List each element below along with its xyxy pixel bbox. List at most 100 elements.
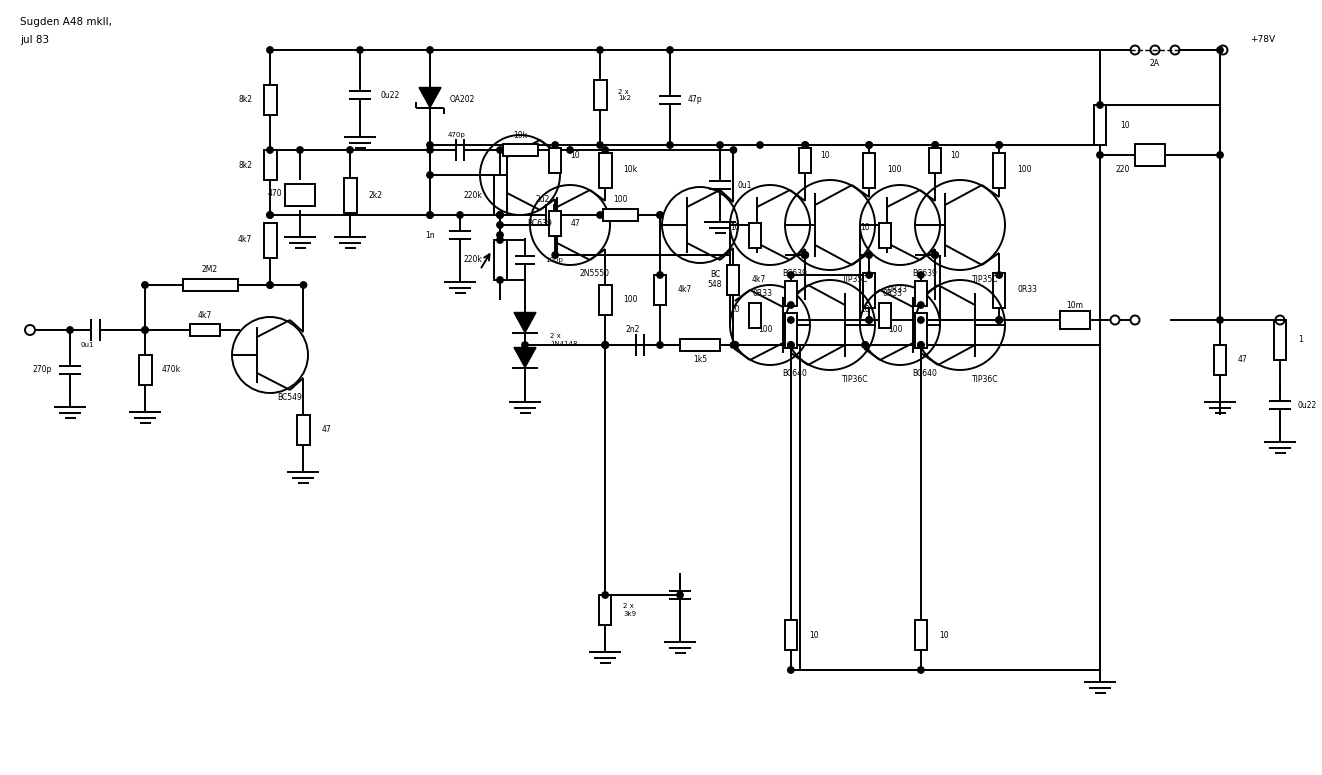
Text: BC
548: BC 548 bbox=[707, 270, 722, 289]
Bar bbox=[603, 209, 637, 221]
Circle shape bbox=[522, 342, 529, 348]
Text: TIP36C: TIP36C bbox=[972, 376, 998, 384]
Text: 0u22: 0u22 bbox=[379, 91, 399, 99]
Text: 4k7: 4k7 bbox=[678, 285, 693, 294]
Text: 10m: 10m bbox=[1067, 301, 1084, 309]
Circle shape bbox=[802, 142, 808, 148]
Circle shape bbox=[862, 342, 869, 348]
Polygon shape bbox=[514, 312, 535, 332]
Circle shape bbox=[497, 222, 504, 228]
Text: 100: 100 bbox=[613, 195, 627, 205]
Bar bbox=[1095, 105, 1107, 145]
Text: 2A: 2A bbox=[1150, 58, 1159, 67]
Circle shape bbox=[657, 342, 664, 348]
Bar bbox=[502, 144, 538, 156]
Circle shape bbox=[862, 342, 869, 348]
Circle shape bbox=[866, 317, 873, 323]
Text: 2u2: 2u2 bbox=[535, 195, 550, 205]
Circle shape bbox=[732, 342, 739, 348]
Text: 470k: 470k bbox=[163, 366, 181, 374]
Circle shape bbox=[602, 342, 608, 348]
Text: 0R33: 0R33 bbox=[752, 288, 773, 298]
Circle shape bbox=[357, 46, 364, 53]
Text: 2k2: 2k2 bbox=[368, 191, 382, 199]
Text: 100: 100 bbox=[887, 166, 902, 174]
Circle shape bbox=[553, 142, 558, 148]
Circle shape bbox=[788, 342, 795, 348]
Circle shape bbox=[917, 666, 924, 673]
Bar bbox=[750, 302, 761, 328]
Circle shape bbox=[567, 146, 574, 153]
Bar bbox=[879, 222, 891, 247]
Text: 4k7: 4k7 bbox=[198, 311, 212, 319]
Circle shape bbox=[788, 301, 795, 308]
Text: 100: 100 bbox=[888, 326, 903, 335]
Circle shape bbox=[932, 142, 939, 148]
Bar bbox=[263, 222, 276, 257]
Text: 8k2: 8k2 bbox=[238, 95, 253, 105]
Bar bbox=[182, 279, 238, 291]
Circle shape bbox=[346, 146, 353, 153]
Text: 10: 10 bbox=[1120, 120, 1129, 129]
Text: 0u1: 0u1 bbox=[738, 181, 752, 190]
Bar bbox=[1274, 320, 1286, 360]
Circle shape bbox=[300, 282, 307, 288]
Circle shape bbox=[802, 252, 808, 258]
Text: Sugden A48 mkII,: Sugden A48 mkII, bbox=[20, 17, 112, 27]
Circle shape bbox=[917, 301, 924, 308]
Circle shape bbox=[1216, 46, 1223, 53]
Text: 100: 100 bbox=[759, 326, 773, 335]
Text: 10: 10 bbox=[939, 631, 948, 639]
Text: 220k: 220k bbox=[463, 191, 483, 199]
Bar bbox=[599, 153, 612, 188]
Text: 10: 10 bbox=[820, 150, 830, 160]
Text: TIP36C: TIP36C bbox=[842, 376, 869, 384]
Circle shape bbox=[553, 252, 558, 258]
Text: 10: 10 bbox=[861, 222, 870, 232]
Text: BC640: BC640 bbox=[783, 368, 808, 377]
Text: jul 83: jul 83 bbox=[20, 35, 49, 45]
Text: 47: 47 bbox=[1237, 356, 1248, 364]
Circle shape bbox=[730, 342, 736, 348]
Bar bbox=[1136, 144, 1165, 166]
Circle shape bbox=[141, 282, 148, 288]
Circle shape bbox=[497, 237, 504, 243]
Text: 47: 47 bbox=[321, 425, 332, 435]
Circle shape bbox=[497, 212, 504, 219]
Text: 47p: 47p bbox=[687, 95, 702, 105]
Text: 47: 47 bbox=[570, 219, 580, 228]
Circle shape bbox=[756, 142, 763, 148]
Bar bbox=[344, 177, 357, 212]
Text: TIP35C: TIP35C bbox=[842, 275, 869, 284]
Bar bbox=[863, 153, 875, 188]
Circle shape bbox=[917, 342, 924, 348]
Bar bbox=[493, 240, 506, 280]
Bar bbox=[297, 415, 309, 445]
Text: OA202: OA202 bbox=[449, 95, 476, 105]
Text: BC640: BC640 bbox=[912, 368, 937, 377]
Polygon shape bbox=[419, 88, 442, 108]
Circle shape bbox=[788, 666, 795, 673]
Circle shape bbox=[788, 342, 795, 348]
Circle shape bbox=[932, 252, 939, 258]
Circle shape bbox=[267, 282, 274, 288]
Text: 100: 100 bbox=[623, 295, 637, 305]
Circle shape bbox=[657, 272, 664, 278]
Circle shape bbox=[602, 342, 608, 348]
Circle shape bbox=[427, 146, 434, 153]
Circle shape bbox=[141, 327, 148, 333]
Circle shape bbox=[732, 342, 739, 348]
Bar bbox=[263, 85, 276, 115]
Text: 1k5: 1k5 bbox=[693, 356, 707, 364]
Circle shape bbox=[932, 252, 939, 258]
Circle shape bbox=[427, 212, 434, 219]
Text: 0R33: 0R33 bbox=[883, 288, 903, 298]
Circle shape bbox=[267, 282, 274, 288]
Text: 10k: 10k bbox=[513, 130, 527, 140]
Text: 0R33: 0R33 bbox=[887, 285, 907, 294]
Circle shape bbox=[995, 142, 1002, 148]
Circle shape bbox=[267, 46, 274, 53]
Circle shape bbox=[596, 142, 603, 148]
Text: 0R33: 0R33 bbox=[1017, 285, 1038, 294]
Text: 220: 220 bbox=[1116, 166, 1130, 174]
